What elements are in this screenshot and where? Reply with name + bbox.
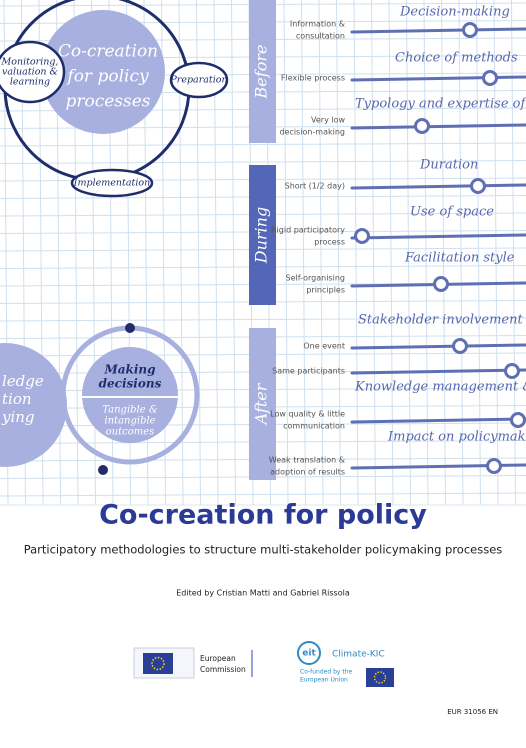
- row-label: Short (1/2 day): [285, 182, 345, 191]
- row-header: Duration: [419, 158, 478, 173]
- cycle-stage: [70, 168, 154, 198]
- slider-knob: [354, 228, 370, 244]
- cofunded-line: European Union: [300, 677, 348, 684]
- row-label: Self-organising: [286, 274, 346, 283]
- slider-track: [350, 343, 526, 350]
- grid-line: [0, 317, 526, 322]
- cycle-center-text: for policy: [65, 67, 149, 87]
- grid-line: [0, 160, 526, 164]
- row-label: consultation: [296, 32, 345, 41]
- row-header: Decision-making: [399, 5, 510, 20]
- phase-label: During: [252, 207, 271, 264]
- editors: Edited by Cristian Matti and Gabriel Ris…: [176, 589, 350, 598]
- slider-track: [350, 75, 526, 82]
- title: Co-creation for policy: [99, 500, 427, 531]
- row-header: Typology and expertise of participants: [355, 97, 526, 112]
- loop-right-bottom-text: intangible: [104, 416, 155, 427]
- loop-left: [0, 343, 67, 467]
- grid-line: [336, 0, 341, 505]
- phase-label: Before: [252, 45, 271, 100]
- slider-track: [350, 123, 526, 130]
- row-header: Use of space: [410, 205, 494, 220]
- slider-knob: [482, 70, 498, 86]
- phase-bar: [249, 328, 276, 480]
- row-label: Same participants: [272, 367, 345, 376]
- slider-knob: [470, 178, 486, 194]
- row-header: Impact on policymaking: [387, 430, 526, 445]
- row-header: Stakeholder involvement over time: [358, 313, 526, 328]
- grid-line: [0, 492, 526, 497]
- grid-line: [301, 0, 306, 505]
- ec-name-line: European: [200, 654, 236, 663]
- cycle-stage-text: valuation &: [2, 67, 58, 78]
- row-label: One event: [303, 342, 345, 351]
- grid-line: [371, 0, 376, 505]
- slider-knob: [462, 22, 478, 38]
- row-header: Knowledge management & communication: [354, 380, 526, 395]
- row-label: Very low: [311, 116, 345, 125]
- slider-knob: [486, 458, 502, 474]
- climate-kic-logo: eit Climate-KIC Co-funded by the Europea…: [297, 641, 394, 687]
- row-label: Rigid participatory: [271, 226, 345, 235]
- loop-right-bottom-text: outcomes: [106, 427, 155, 438]
- illustration: Co-creation for policy processes Monitoring…: [0, 0, 526, 480]
- cycle-stage-text: Monitoring,: [1, 57, 59, 68]
- row-label: principles: [306, 286, 345, 295]
- row-header: Facilitation style: [404, 251, 515, 266]
- row-label: adoption of results: [270, 468, 345, 477]
- slider-knob: [452, 338, 468, 354]
- slider-knob: [510, 412, 526, 428]
- phase-bar: [249, 165, 276, 305]
- slider-knob: [414, 118, 430, 134]
- grid-line: [353, 0, 359, 505]
- cofunded-line: Co-funded by the: [300, 669, 352, 676]
- eit-text: eit: [302, 649, 316, 659]
- slider-knob: [433, 276, 449, 292]
- row-label: decision-making: [279, 128, 345, 137]
- grid-line: [231, 0, 236, 505]
- cycle-stage-text: Preparation: [169, 75, 227, 86]
- row-header: Choice of methods: [395, 51, 518, 66]
- row-label: process: [314, 238, 345, 247]
- loop-right-top-text: decisions: [99, 377, 162, 391]
- cycle-stage-text: learning: [10, 77, 50, 88]
- phase-label: After: [252, 382, 271, 426]
- cycle-stage-text: Implementation: [73, 178, 150, 189]
- row-label: Flexible process: [281, 74, 345, 83]
- cycle-stage: [169, 61, 229, 99]
- loop-right: [82, 347, 178, 443]
- slider-track: [350, 27, 526, 34]
- loop-left-text: ledge: [2, 372, 44, 390]
- cycle-center-text: processes: [65, 92, 150, 112]
- ec-name-line: Commission: [200, 665, 246, 674]
- cycle-center: [41, 10, 165, 134]
- loop-left-text: ying: [1, 408, 35, 426]
- slider-track: [350, 233, 526, 240]
- loop-right-top-text: Making: [103, 363, 155, 377]
- cycle-stage: [0, 40, 66, 104]
- grid-line: [283, 0, 289, 505]
- loop-left-text: tion: [2, 390, 32, 408]
- slider-track: [350, 183, 526, 190]
- report-number: EUR 31056 EN: [447, 708, 498, 716]
- cycle-center-text: Co-creation: [58, 42, 158, 62]
- phase-bar: [249, 0, 276, 143]
- loop-right-bottom-text: Tangible &: [102, 405, 158, 416]
- slider-knob: [504, 363, 520, 379]
- row-label: communication: [283, 422, 345, 431]
- grid-line: [318, 0, 324, 505]
- ec-logo: European Commission: [133, 647, 253, 679]
- subtitle: Participatory methodologies to structure…: [24, 543, 503, 557]
- slider-track: [350, 368, 526, 375]
- grid-line: [0, 142, 526, 147]
- row-label: Information &: [290, 20, 345, 29]
- climate-kic-text: Climate-KIC: [332, 650, 385, 660]
- row-label: Low quality & little: [270, 410, 345, 419]
- loop-dot: [98, 465, 108, 475]
- slider-track: [350, 417, 526, 424]
- loop-dot: [125, 323, 135, 333]
- row-label: Weak translation &: [269, 456, 345, 465]
